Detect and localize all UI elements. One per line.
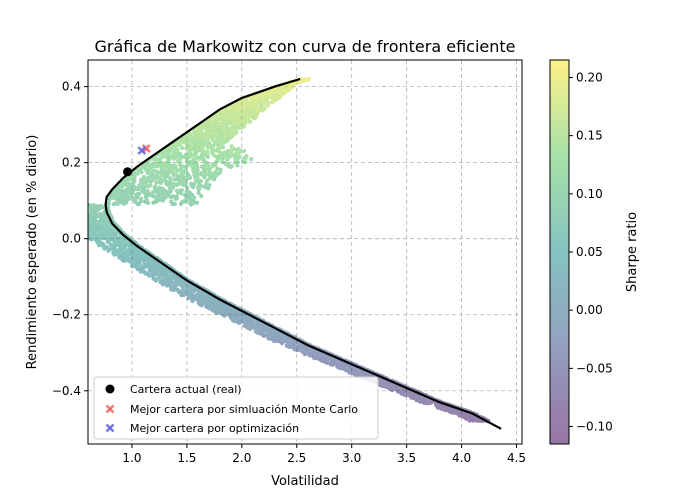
legend-marker-optimization bbox=[105, 423, 115, 433]
x-tick-label: 4.5 bbox=[507, 451, 526, 465]
x-tick-label: 3.0 bbox=[342, 451, 361, 465]
legend-label-optimization: Mejor cartera por optimización bbox=[130, 422, 299, 435]
y-tick-label: 0.4 bbox=[62, 80, 81, 94]
x-tick-label: 2.0 bbox=[232, 451, 251, 465]
scatter-cloud bbox=[88, 76, 491, 424]
y-tick-label: 0.0 bbox=[62, 232, 81, 246]
legend-marker-montecarlo bbox=[105, 404, 115, 414]
efficient-frontier-line bbox=[104, 77, 502, 430]
colorbar-tick-label: −0.05 bbox=[576, 361, 613, 375]
x-tick-label: 4.0 bbox=[452, 451, 471, 465]
colorbar-tick-label: 0.00 bbox=[576, 303, 603, 317]
x-tick-label: 3.5 bbox=[397, 451, 416, 465]
y-axis-label: Rendimiento esperado (en % diario) bbox=[25, 135, 40, 370]
colorbar-tick-label: −0.10 bbox=[576, 420, 613, 434]
chart-title: Gráfica de Markowitz con curva de fronte… bbox=[94, 37, 515, 56]
x-axis: 1.0 1.5 2.0 2.5 3.0 3.5 4.0 4.5 bbox=[122, 444, 526, 465]
colorbar-tick-label: 0.05 bbox=[576, 245, 603, 259]
legend-x-blue bbox=[105, 423, 115, 433]
x-tick-label: 1.5 bbox=[177, 451, 196, 465]
y-tick-label: −0.4 bbox=[52, 384, 81, 398]
y-tick-label: 0.2 bbox=[62, 156, 81, 170]
x-tick-label: 2.5 bbox=[287, 451, 306, 465]
legend: Cartera actual (real) Mejor cartera por … bbox=[93, 376, 379, 440]
x-axis-label: Volatilidad bbox=[271, 474, 339, 489]
current-portfolio-point bbox=[123, 167, 133, 177]
legend-box bbox=[93, 376, 379, 440]
colorbar-label: Sharpe ratio bbox=[625, 212, 640, 292]
plot-frame bbox=[87, 59, 523, 445]
legend-label-montecarlo: Mejor cartera por simluación Monte Carlo bbox=[130, 403, 358, 416]
legend-label-current: Cartera actual (real) bbox=[130, 383, 242, 396]
legend-marker-current bbox=[105, 384, 115, 394]
colorbar-tick-label: 0.10 bbox=[576, 187, 603, 201]
legend-x-red bbox=[105, 404, 115, 414]
colorbar-tick-label: 0.20 bbox=[576, 70, 603, 84]
colorbar-ticks: −0.10 −0.05 0.00 0.05 0.10 0.15 0.20 bbox=[569, 70, 613, 434]
colorbar bbox=[549, 59, 570, 445]
x-tick-label: 1.0 bbox=[122, 451, 141, 465]
optimization-best-point bbox=[137, 146, 147, 155]
y-axis: −0.4 −0.2 0.0 0.2 0.4 bbox=[52, 80, 88, 398]
y-tick-label: −0.2 bbox=[52, 308, 81, 322]
highlight-markers bbox=[123, 144, 151, 177]
colorbar-tick-label: 0.15 bbox=[576, 129, 603, 143]
